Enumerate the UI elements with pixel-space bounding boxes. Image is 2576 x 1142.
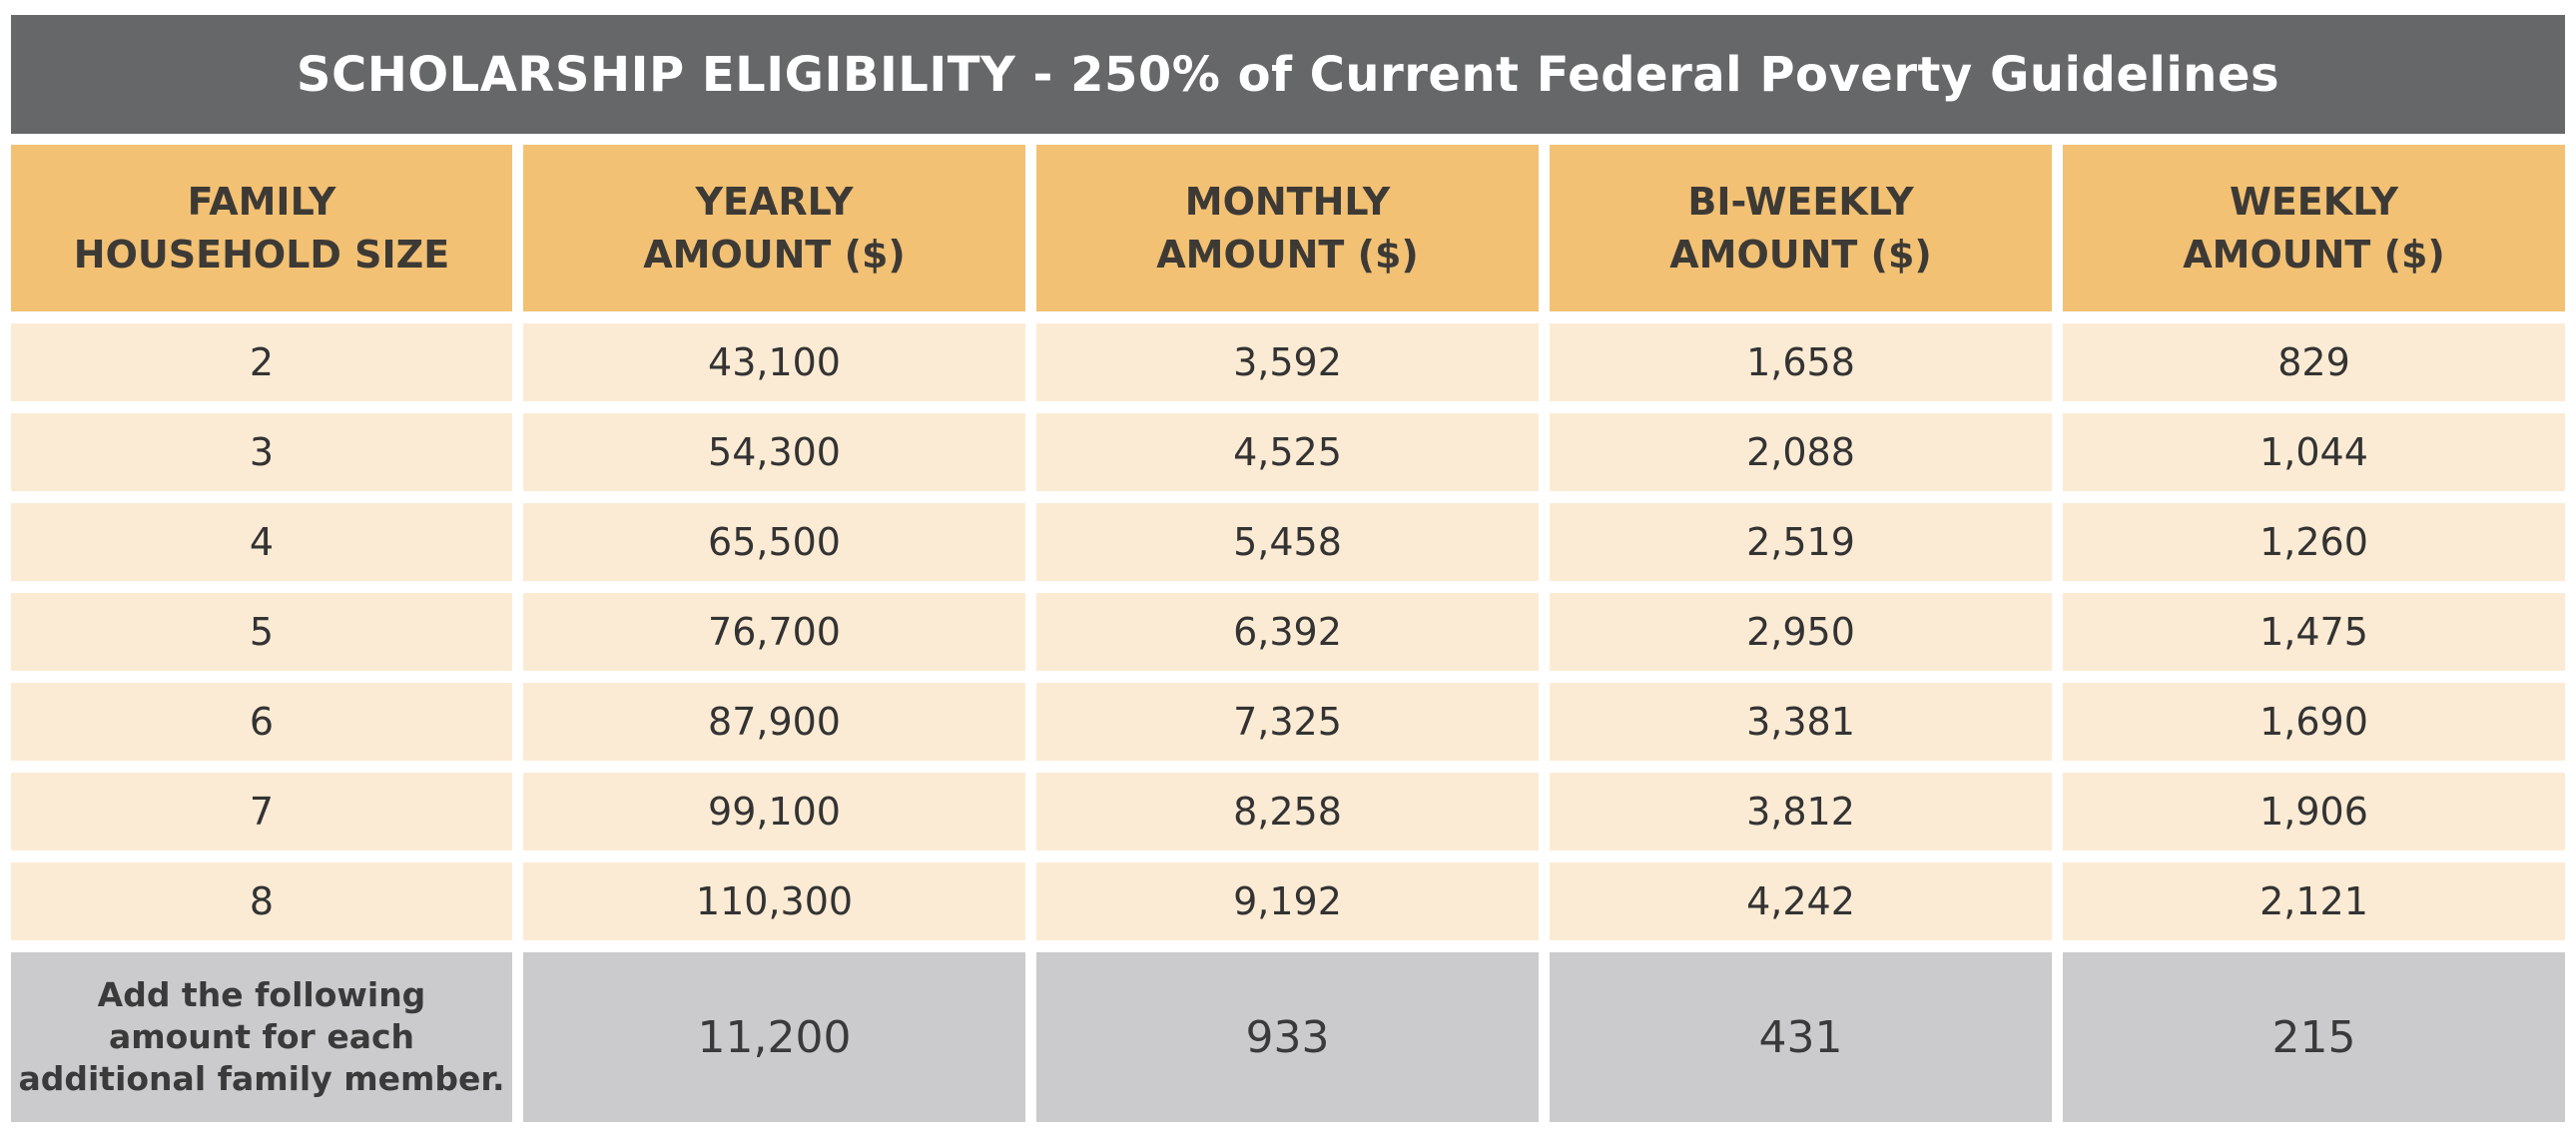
table-cell-bi-weekly: 2,088 (1550, 413, 2052, 491)
table-cell-yearly: 87,900 (523, 683, 1025, 761)
additional-member-label: Add the following amount for each additi… (11, 952, 512, 1122)
table-cell-bi-weekly: 1,658 (1550, 323, 2052, 401)
table-cell-monthly: 5,458 (1036, 503, 1539, 581)
table-cell-bi-weekly: 3,812 (1550, 773, 2052, 851)
table-cell-weekly: 2,121 (2063, 862, 2565, 940)
table-cell-monthly: 8,258 (1036, 773, 1539, 851)
table-cell-household-size: 8 (11, 862, 512, 940)
table-cell-yearly: 65,500 (523, 503, 1025, 581)
table-title: SCHOLARSHIP ELIGIBILITY - 250% of Curren… (11, 15, 2565, 134)
table-cell-monthly: 6,392 (1036, 593, 1539, 671)
table-cell-monthly: 7,325 (1036, 683, 1539, 761)
additional-member-weekly: 215 (2063, 952, 2565, 1122)
additional-member-bi-weekly: 431 (1550, 952, 2052, 1122)
table-cell-monthly: 9,192 (1036, 862, 1539, 940)
table-cell-household-size: 4 (11, 503, 512, 581)
additional-member-yearly: 11,200 (523, 952, 1025, 1122)
table-cell-bi-weekly: 4,242 (1550, 862, 2052, 940)
table-cell-monthly: 4,525 (1036, 413, 1539, 491)
table-cell-yearly: 99,100 (523, 773, 1025, 851)
table-cell-yearly: 110,300 (523, 862, 1025, 940)
table-cell-weekly: 829 (2063, 323, 2565, 401)
table-cell-household-size: 7 (11, 773, 512, 851)
eligibility-table: FAMILY HOUSEHOLD SIZE YEARLY AMOUNT ($) … (11, 145, 2565, 1122)
table-cell-weekly: 1,475 (2063, 593, 2565, 671)
table-cell-household-size: 2 (11, 323, 512, 401)
table-cell-weekly: 1,044 (2063, 413, 2565, 491)
table-cell-household-size: 5 (11, 593, 512, 671)
table-cell-bi-weekly: 3,381 (1550, 683, 2052, 761)
table-cell-yearly: 76,700 (523, 593, 1025, 671)
table-cell-bi-weekly: 2,950 (1550, 593, 2052, 671)
table-cell-bi-weekly: 2,519 (1550, 503, 2052, 581)
column-header-monthly: MONTHLY AMOUNT ($) (1036, 145, 1539, 311)
table-cell-household-size: 3 (11, 413, 512, 491)
table-cell-yearly: 54,300 (523, 413, 1025, 491)
table-cell-weekly: 1,690 (2063, 683, 2565, 761)
column-header-household-size: FAMILY HOUSEHOLD SIZE (11, 145, 512, 311)
table-cell-weekly: 1,906 (2063, 773, 2565, 851)
table-cell-monthly: 3,592 (1036, 323, 1539, 401)
column-header-yearly: YEARLY AMOUNT ($) (523, 145, 1025, 311)
column-header-weekly: WEEKLY AMOUNT ($) (2063, 145, 2565, 311)
table-cell-household-size: 6 (11, 683, 512, 761)
column-header-bi-weekly: BI-WEEKLY AMOUNT ($) (1550, 145, 2052, 311)
table-cell-weekly: 1,260 (2063, 503, 2565, 581)
additional-member-monthly: 933 (1036, 952, 1539, 1122)
table-cell-yearly: 43,100 (523, 323, 1025, 401)
